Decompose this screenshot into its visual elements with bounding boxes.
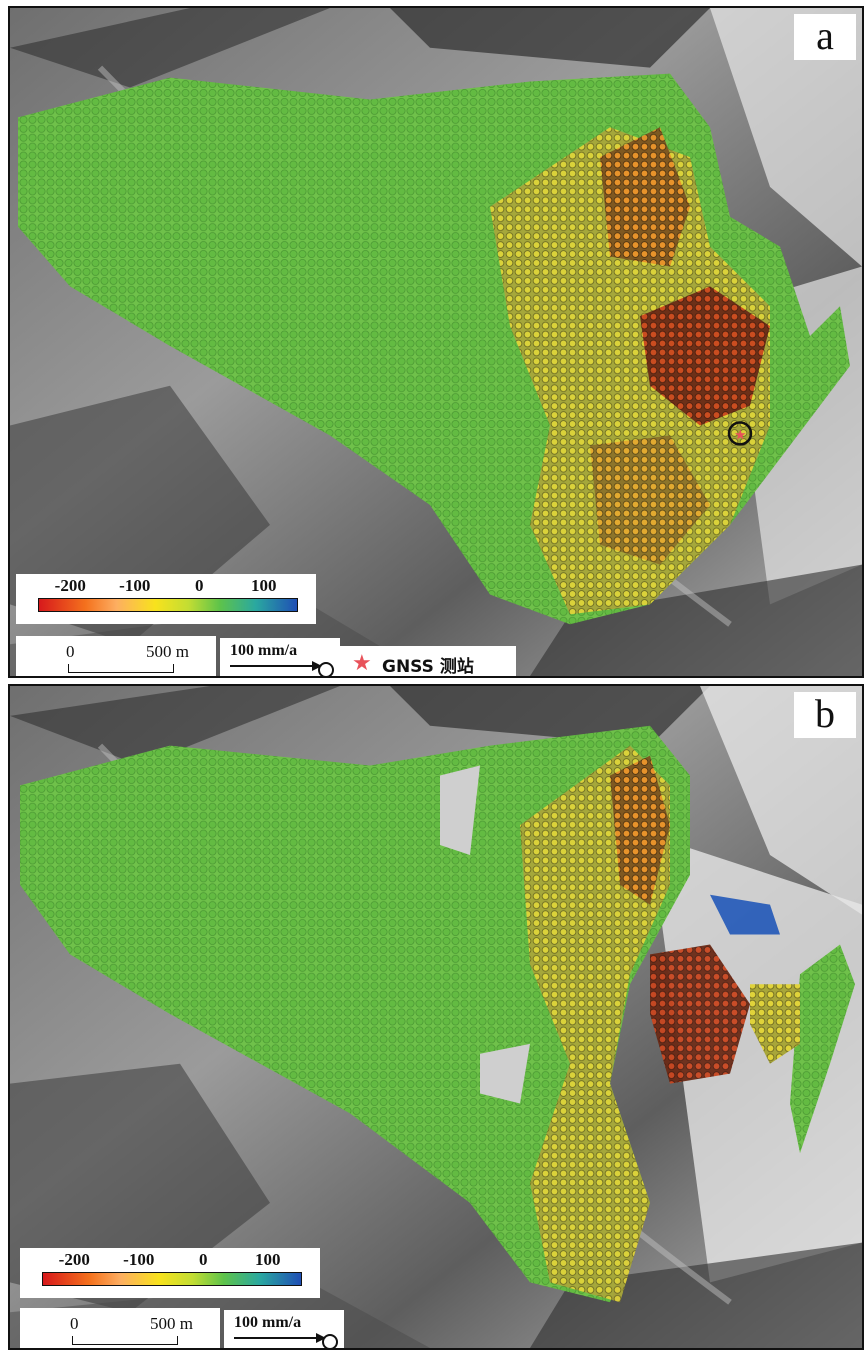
gnss-station-marker-a [727, 421, 753, 446]
panel-letter-b: b [794, 692, 856, 738]
colorbar-tick: 100 [255, 1250, 281, 1269]
map-panel-b: b -200 -100 0 100 0 500 m 100 mm/a [8, 684, 864, 1350]
insar-points-orange-a [600, 127, 690, 267]
scale-bar-line [72, 1336, 178, 1345]
colorbar-tick: 0 [195, 576, 204, 595]
vector-legend-label: 100 mm/a [234, 1314, 302, 1331]
insar-points-yellow-east-b [750, 984, 800, 1064]
scale-bar-b: 0 500 m [20, 1308, 220, 1348]
colorbar-gradient [38, 598, 298, 612]
insar-points-orange-south-a [590, 435, 710, 565]
insar-points-orange-b [610, 755, 670, 905]
colorbar-gradient [42, 1272, 302, 1286]
insar-points-green-b [20, 725, 690, 1303]
colorbar-tick: -200 [58, 1250, 90, 1269]
colorbar-tick: -100 [123, 1250, 155, 1269]
panel-letter-a: a [794, 14, 856, 60]
gnss-legend-label: GNSS 测站 [382, 657, 474, 677]
vector-legend-a: 100 mm/a [220, 638, 340, 676]
insar-points-red-a [640, 286, 770, 426]
terrain-map-b [10, 686, 862, 1348]
velocity-colorbar-b: -200 -100 0 100 [20, 1248, 320, 1298]
insar-points-blue-b [710, 894, 780, 935]
colorbar-ticks: -200 -100 0 100 [38, 576, 298, 598]
svg-text:★: ★ [734, 427, 747, 443]
vector-arrow-icon [230, 661, 334, 676]
scale-bar-zero: 0 [70, 1314, 79, 1333]
insar-points-red-b [650, 944, 750, 1084]
gnss-star-icon: ★ [352, 650, 372, 675]
scale-bar-a: 0 500 m [16, 636, 216, 676]
insar-points-green-east-b [790, 944, 855, 1154]
scale-bar-zero: 0 [66, 642, 75, 661]
vector-arrow-icon [234, 1333, 338, 1348]
vector-legend-label: 100 mm/a [230, 642, 298, 659]
velocity-colorbar-a: -200 -100 0 100 [16, 574, 316, 624]
scale-bar-distance: 500 m [146, 642, 189, 661]
colorbar-tick: -100 [119, 576, 151, 595]
scale-bar-distance: 500 m [150, 1314, 193, 1333]
colorbar-ticks: -200 -100 0 100 [42, 1250, 302, 1272]
gnss-legend: ★ GNSS 测站 [340, 646, 516, 677]
colorbar-tick: 0 [199, 1250, 208, 1269]
colorbar-tick: -200 [54, 576, 86, 595]
vector-legend-b: 100 mm/a [224, 1310, 344, 1348]
scale-bar-line [68, 664, 174, 673]
map-panel-a: ★ a -200 -100 0 100 0 500 m 100 mm/a ★ G… [8, 6, 864, 678]
colorbar-tick: 100 [251, 576, 277, 595]
